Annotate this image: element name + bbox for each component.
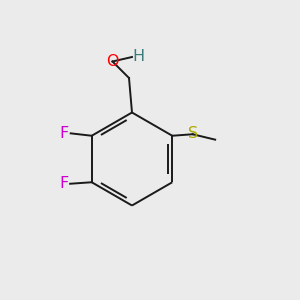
Text: O: O — [106, 54, 118, 69]
Text: S: S — [188, 126, 198, 141]
Text: F: F — [59, 176, 68, 191]
Text: F: F — [59, 126, 69, 141]
Text: H: H — [132, 49, 144, 64]
